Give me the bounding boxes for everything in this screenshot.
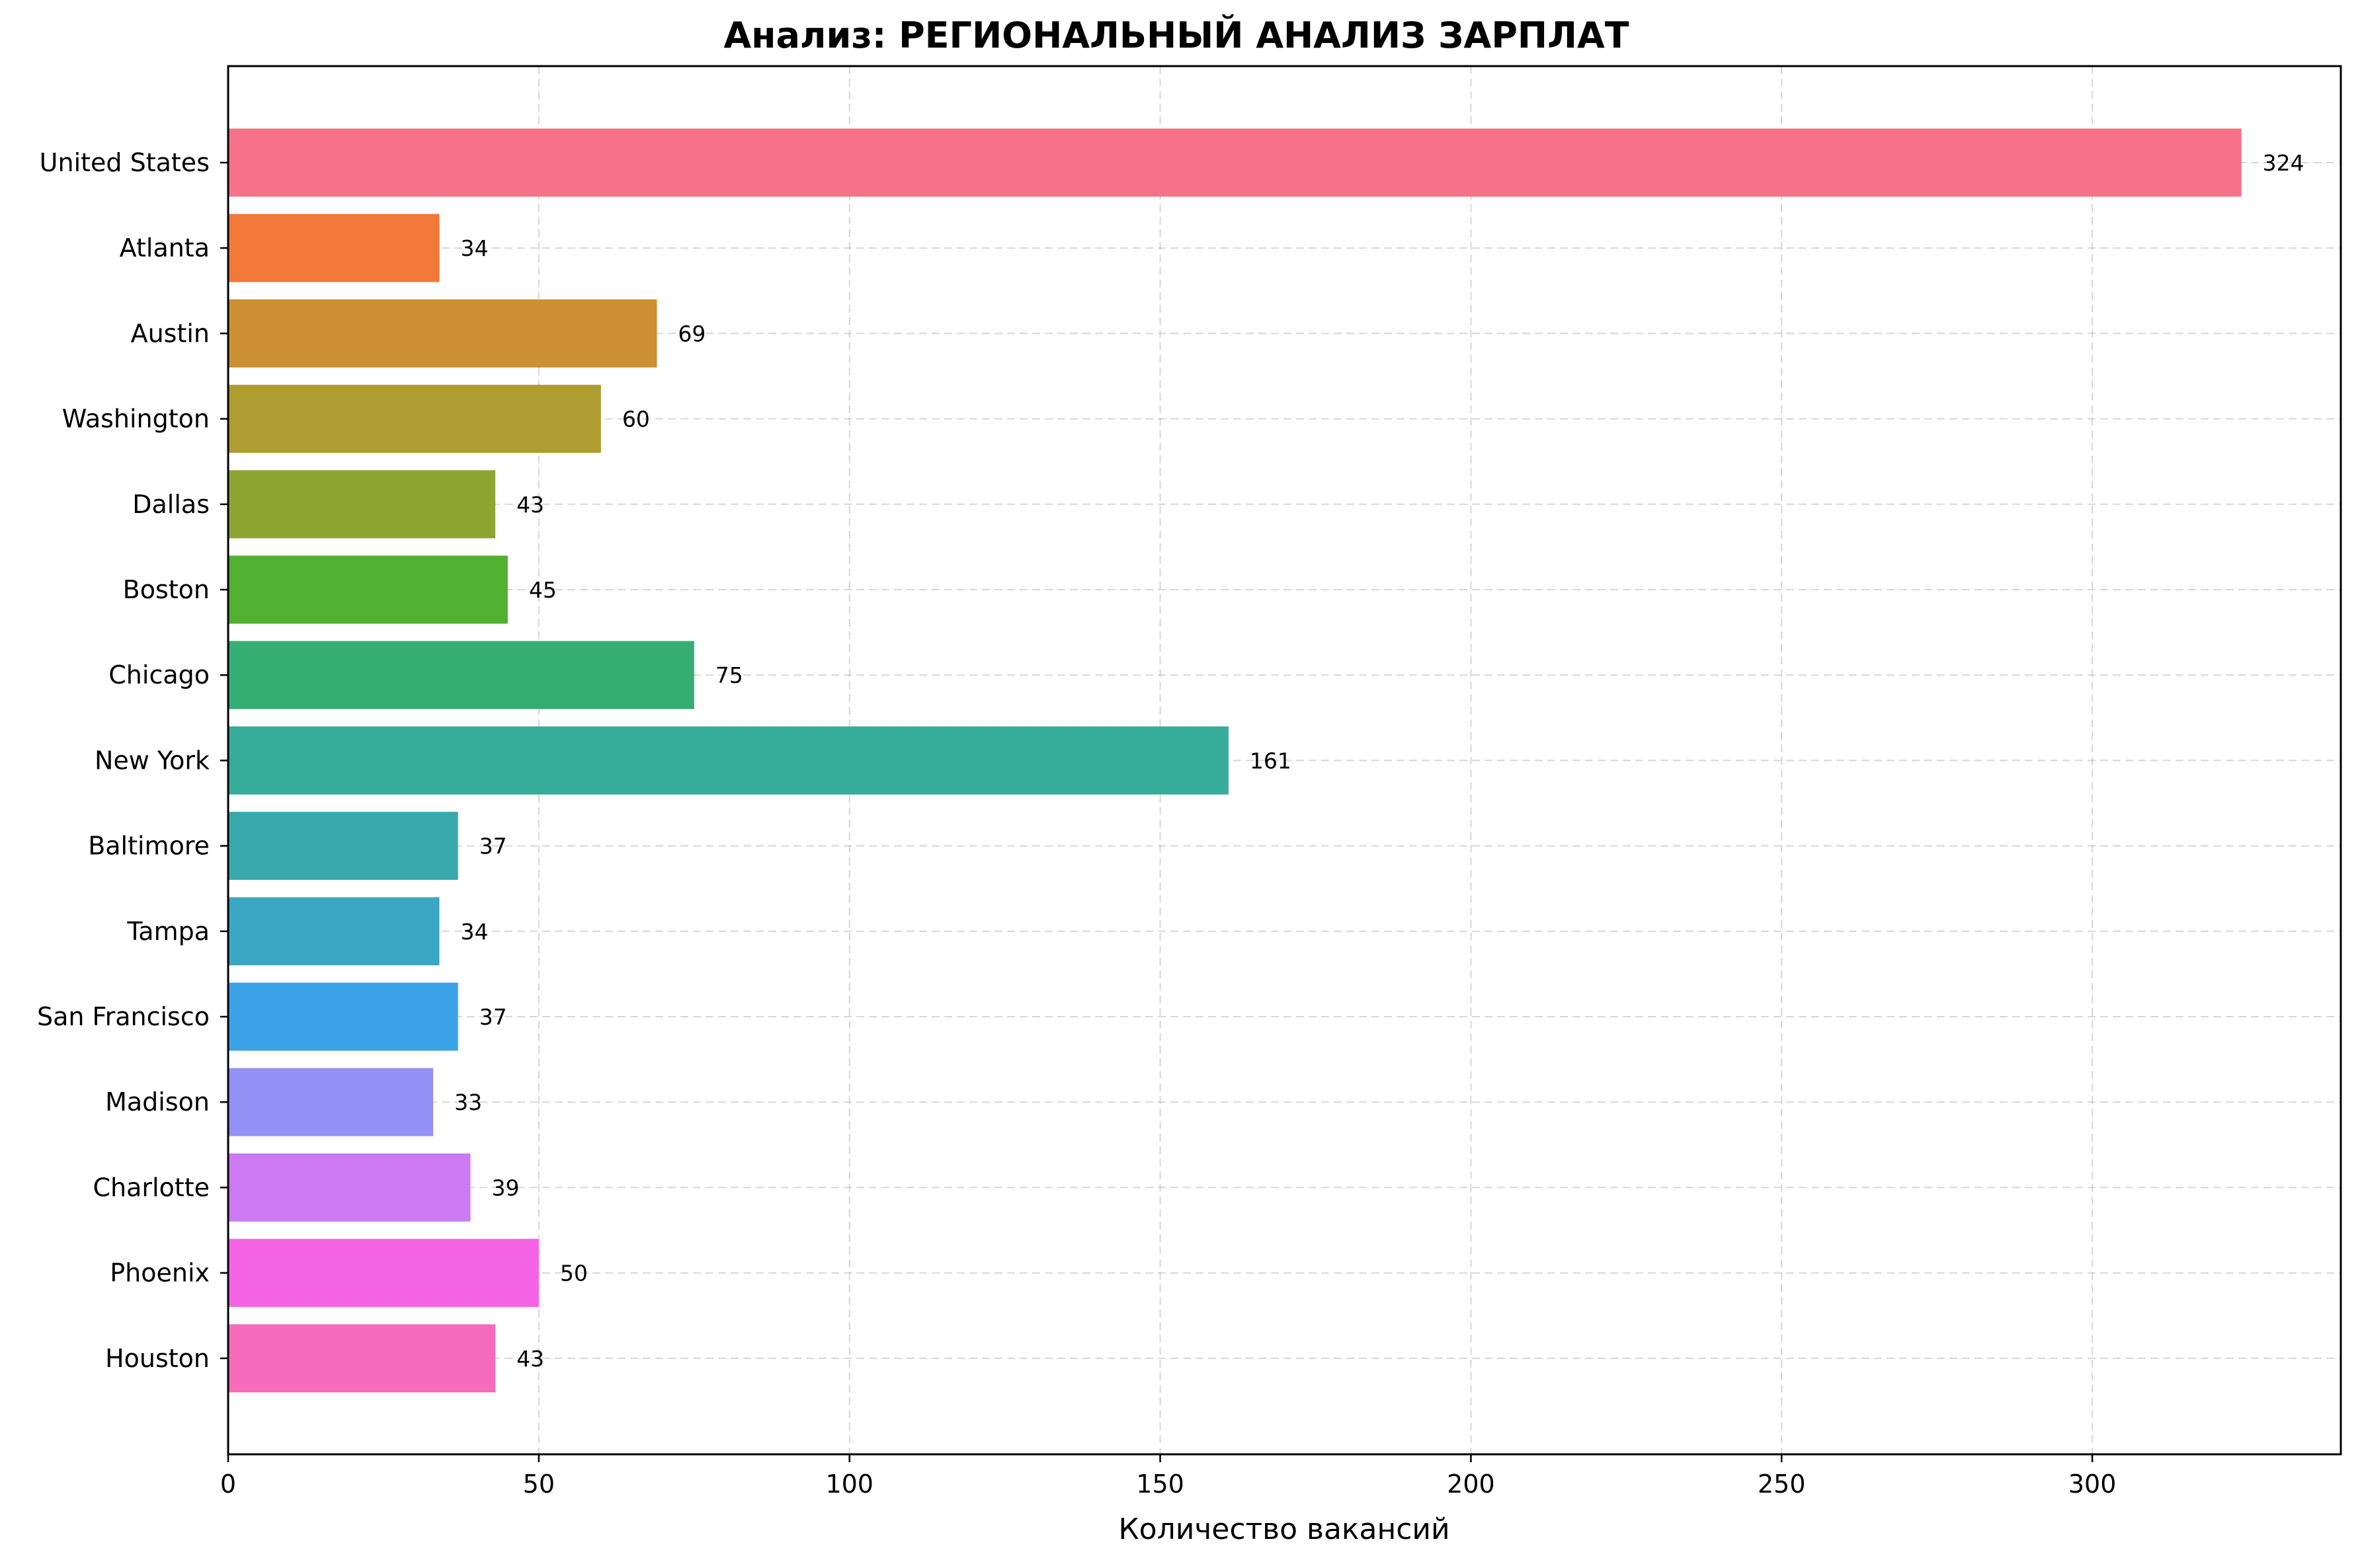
bar xyxy=(228,214,440,282)
y-tick-label: Houston xyxy=(105,1344,210,1373)
bars xyxy=(228,128,2242,1393)
bar-value-label: 50 xyxy=(560,1261,588,1286)
bar-value-label: 34 xyxy=(461,919,489,945)
y-axis-ticks: United States Atlanta Austin Washington Dall… xyxy=(37,148,228,1373)
y-tick-label: Baltimore xyxy=(88,832,210,861)
x-tick-label: 150 xyxy=(1136,1470,1184,1499)
bar-value-label: 60 xyxy=(622,407,650,432)
y-tick-label: Austin xyxy=(131,319,210,348)
y-tick-label: United States xyxy=(40,148,210,177)
bar xyxy=(228,1153,471,1222)
bar-value-label: 34 xyxy=(461,235,489,261)
x-tick-label: 300 xyxy=(2068,1470,2117,1499)
y-tick-label: Dallas xyxy=(132,490,210,519)
bar xyxy=(228,897,440,966)
bar-value-label: 75 xyxy=(715,662,743,688)
bar-value-label: 45 xyxy=(529,577,557,603)
bar-value-label: 43 xyxy=(516,1346,544,1372)
chart-title: Анализ: РЕГИОНАЛЬНЫЙ АНАЛИЗ ЗАРПЛАТ xyxy=(723,15,1629,56)
y-tick-label: Phoenix xyxy=(110,1259,210,1288)
value-labels: 324 34 69 60 43 45 75 161 37 34 37 33 39 50 43 xyxy=(454,150,2304,1372)
bar xyxy=(228,812,458,881)
bar-value-label: 33 xyxy=(454,1089,482,1115)
bar-value-label: 43 xyxy=(516,492,544,518)
bar xyxy=(228,128,2242,197)
grid-lines xyxy=(227,66,2341,1454)
plot-frame xyxy=(227,65,2342,1456)
y-tick-label: Washington xyxy=(62,405,210,434)
y-tick-label: San Francisco xyxy=(37,1002,210,1031)
bar xyxy=(228,726,1229,795)
y-tick-label: Tampa xyxy=(126,917,210,946)
y-tick-label: Madison xyxy=(105,1087,210,1117)
x-axis-ticks: 0 50 100 150 200 250 300 xyxy=(220,1454,2116,1499)
bar xyxy=(228,1068,434,1136)
bar xyxy=(228,641,694,709)
bar xyxy=(228,982,458,1051)
y-tick-label: Atlanta xyxy=(120,233,210,262)
bar-value-label: 37 xyxy=(479,834,507,859)
x-tick-label: 100 xyxy=(825,1470,874,1499)
y-tick-label: Boston xyxy=(123,575,210,604)
bar xyxy=(228,1324,496,1393)
x-tick-label: 200 xyxy=(1447,1470,1495,1499)
bar-value-label: 39 xyxy=(491,1175,519,1200)
bar xyxy=(228,299,657,368)
y-tick-label: New York xyxy=(95,746,210,775)
bar-value-label: 324 xyxy=(2263,150,2304,176)
y-tick-label: Charlotte xyxy=(93,1173,210,1202)
y-tick-label: Chicago xyxy=(108,660,210,689)
x-tick-label: 0 xyxy=(220,1470,236,1499)
bar-value-label: 69 xyxy=(678,321,706,346)
bar-value-label: 161 xyxy=(1250,748,1291,773)
x-tick-label: 50 xyxy=(523,1470,555,1499)
bar xyxy=(228,470,496,539)
x-axis-label: Количество вакансий xyxy=(1118,1512,1449,1546)
bar-value-label: 37 xyxy=(479,1004,507,1030)
bar xyxy=(228,385,601,453)
bar xyxy=(228,1239,539,1308)
bar xyxy=(228,555,508,624)
x-tick-label: 250 xyxy=(1758,1470,1806,1499)
